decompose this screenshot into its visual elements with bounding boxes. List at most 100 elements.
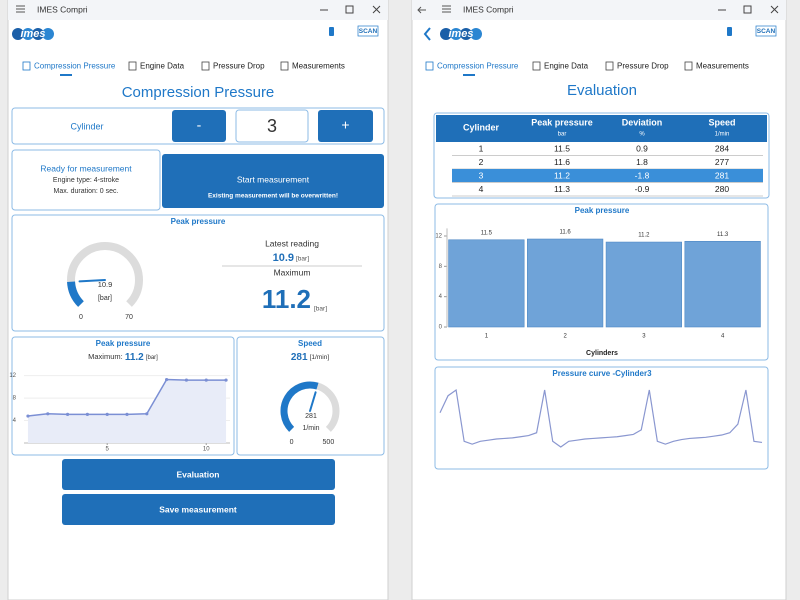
scan-box[interactable]: [755, 25, 777, 37]
y-tick-label: 4: [13, 418, 17, 424]
table-cell: 3: [479, 170, 484, 180]
back-chevron[interactable]: [423, 27, 431, 41]
bar: [527, 238, 604, 328]
tab[interactable]: Engine Data: [140, 62, 185, 71]
scan-box[interactable]: [357, 25, 379, 37]
latest-value: 10.9: [273, 252, 294, 264]
speed-line: 281 [1/min]: [291, 352, 329, 363]
maximum-line: Maximum: 11.2 [bar]: [88, 352, 158, 363]
gauge-value: 281: [305, 413, 317, 420]
column-unit: %: [639, 132, 645, 138]
logo-dot: [440, 28, 452, 40]
tab[interactable]: Compression Pressure: [437, 62, 519, 71]
tab[interactable]: Measurements: [696, 62, 749, 71]
window-title: IMES Compri: [37, 4, 88, 14]
column-unit: 1/min: [715, 132, 730, 138]
x-tick-label: 2: [563, 334, 567, 340]
point: [184, 378, 189, 382]
start-note: Existing measurement will be overwritten…: [208, 193, 338, 200]
close[interactable]: [372, 5, 381, 14]
x-axis-label: Cylinders: [586, 350, 618, 357]
x-tick-label: 5: [106, 447, 110, 453]
column-unit: bar: [558, 132, 567, 138]
panel-title: Peak pressure: [96, 339, 151, 348]
tab[interactable]: Compression Pressure: [34, 62, 116, 71]
point: [224, 378, 228, 382]
column-header: Speed: [708, 117, 735, 127]
logo-dot: [22, 28, 34, 40]
heading: Compression Pressure: [122, 84, 275, 101]
gauge-value: 10.9: [98, 280, 113, 289]
logo-dot: [460, 28, 472, 40]
table-cell: 11.2: [554, 170, 570, 180]
maximize[interactable]: [345, 5, 354, 14]
battery: [727, 27, 732, 36]
table-cell: 281: [715, 170, 729, 180]
point: [125, 412, 129, 416]
y-tick-label: 12: [9, 373, 16, 379]
latest-unit: [bar]: [296, 256, 309, 263]
maximize[interactable]: [743, 5, 752, 14]
table-cell: 284: [715, 143, 729, 153]
tab[interactable]: Pressure Drop: [617, 62, 669, 71]
pressure-curve: [439, 388, 763, 448]
action-button-label: Save measurement: [159, 504, 237, 514]
panel-title: Pressure curve -Cylinder3: [552, 369, 652, 378]
tab-icon: [425, 61, 434, 71]
start-button[interactable]: [162, 154, 384, 208]
panel-title: Speed: [298, 339, 322, 348]
bar-value-label: 11.5: [481, 230, 493, 236]
cylinder-value-box[interactable]: [235, 109, 309, 143]
close[interactable]: [770, 5, 779, 14]
point: [85, 412, 89, 416]
scan-button: SCAN: [757, 28, 776, 35]
logo: imes: [20, 28, 45, 40]
action-button[interactable]: [62, 459, 335, 490]
minus-button[interactable]: [172, 110, 226, 142]
window-title: IMES Compri: [463, 4, 514, 14]
bar-value-label: 11.3: [717, 232, 729, 238]
action-button[interactable]: [62, 494, 335, 525]
point: [26, 414, 30, 418]
point: [204, 378, 208, 382]
tab[interactable]: Engine Data: [544, 62, 589, 71]
gauge-max: 70: [125, 314, 133, 321]
y-tick-label: 8: [439, 264, 443, 270]
latest-label: Latest reading: [265, 238, 319, 248]
scan-button: SCAN: [359, 28, 378, 35]
tab-icon: [532, 61, 541, 71]
x-tick-label: 1: [485, 334, 489, 340]
logo-dot: [12, 28, 24, 40]
speed-panel: [236, 336, 385, 456]
x-tick-label: 10: [203, 447, 210, 453]
gauge-needle: [309, 391, 317, 412]
table-cell: 0.9: [636, 143, 648, 153]
plus-button[interactable]: [318, 110, 373, 142]
back-arrow[interactable]: [417, 6, 426, 14]
table-cell: 277: [715, 157, 729, 167]
maximum-label: Maximum:: [88, 352, 123, 361]
bar: [605, 241, 682, 328]
point: [46, 412, 50, 416]
left-title-bar: [8, 0, 388, 20]
selected-row[interactable]: [452, 169, 763, 183]
gauge-fill: [67, 281, 84, 307]
tab-icon: [684, 61, 693, 71]
table-cell: 11.3: [554, 184, 570, 194]
cylinder-value: 3: [267, 116, 277, 136]
speed-value: 281: [291, 352, 308, 363]
table-header: [436, 115, 767, 142]
y-tick-label: 8: [13, 396, 17, 402]
tab[interactable]: Pressure Drop: [213, 62, 265, 71]
tab-icon: [22, 61, 31, 71]
tab-icon: [605, 61, 614, 71]
table-cell: 11.5: [554, 143, 570, 153]
maximum-unit: [bar]: [314, 306, 327, 313]
minus-label: -: [197, 117, 202, 133]
table-cell: 11.6: [554, 157, 570, 167]
tab[interactable]: Measurements: [292, 62, 345, 71]
gauge-fill: [280, 381, 319, 432]
maximum-value: 11.2: [125, 352, 144, 363]
